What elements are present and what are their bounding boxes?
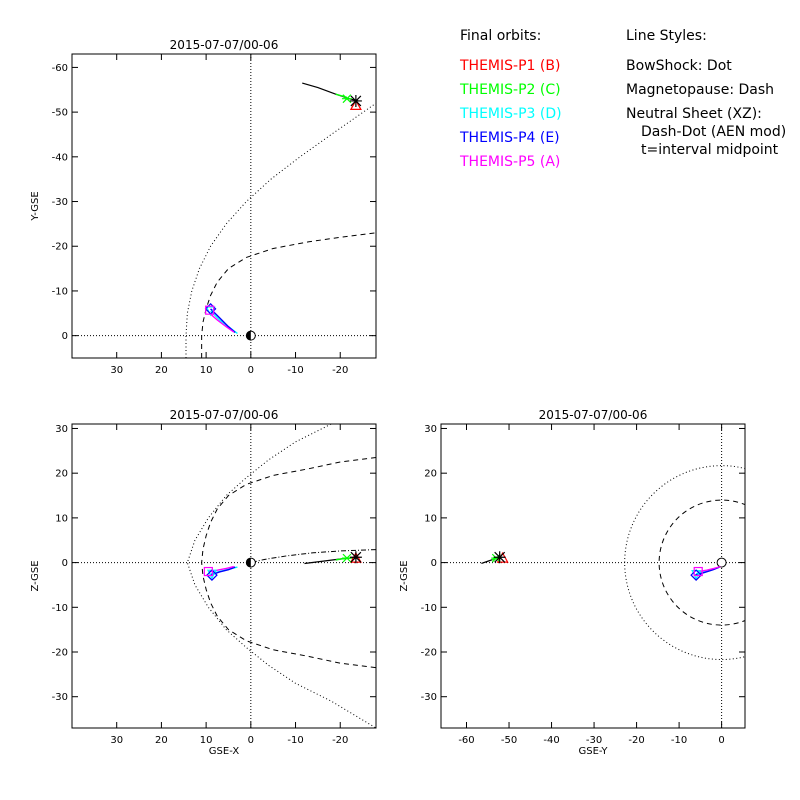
xz-p4-diamond-marker (206, 569, 218, 581)
xz-p2-asterisk-marker (341, 553, 352, 563)
xy-p2-asterisk-marker (341, 94, 352, 104)
legend-style-dash-dot: Dash-Dot (AEN mod) (641, 124, 786, 140)
yz-ylabel: Z-GSE (399, 560, 410, 591)
legend-probe-p1: THEMIS-P1 (B) (459, 58, 560, 74)
yz-plane-panel: 2015-07-07/00-06 -60 -50 -40 -30 -20 -10 0 -30 -2… (399, 408, 746, 757)
yz-xtick-label: -10 (671, 735, 687, 746)
xz-bowshock-line (186, 424, 376, 728)
xy-xtick-label: -20 (332, 365, 348, 376)
yz-xtick-label: 0 (718, 735, 724, 746)
xy-xtick-label: 0 (248, 365, 254, 376)
xy-xtick-label: 10 (200, 365, 213, 376)
xy-bowshock-line (185, 102, 376, 358)
xy-ytick-label: -60 (52, 63, 68, 74)
xz-plot-area (72, 424, 376, 728)
yz-p5-square-marker (693, 566, 703, 577)
yz-xtick-label: -20 (628, 735, 644, 746)
yz-title: 2015-07-07/00-06 (539, 408, 648, 422)
yz-ytick-label: -10 (421, 603, 437, 614)
xy-ytick-label: -50 (52, 108, 68, 119)
yz-ytick-label: 30 (424, 424, 437, 435)
xz-plane-panel: 2015-07-07/00-06 30 20 10 0 -10 -20 -30 -20 -10 0 1… (30, 408, 377, 757)
xz-xtick-label: 10 (200, 735, 213, 746)
xz-p5-square-marker (203, 566, 213, 577)
xy-orbit-p5 (209, 312, 235, 333)
yz-earth-icon (716, 557, 727, 568)
legend-probe-p3: THEMIS-P3 (D) (459, 106, 562, 122)
yz-xtick-label: -60 (458, 735, 474, 746)
xz-ylabel: Z-GSE (30, 560, 41, 591)
xy-earth-night-side (246, 331, 251, 341)
yz-xtick-label: -50 (501, 735, 517, 746)
legend-orbits-header: Final orbits: (460, 28, 541, 44)
legend-style-magnetopause: Magnetopause: Dash (626, 82, 774, 98)
legend-probe-p4: THEMIS-P4 (E) (459, 130, 560, 146)
xy-star-marker (349, 94, 362, 107)
xz-earth-night-side (246, 558, 251, 568)
xz-ytick-label: 10 (55, 513, 68, 524)
xz-ytick-label: -20 (52, 648, 68, 659)
xy-xtick-label: -10 (287, 365, 303, 376)
xz-xtick-label: -20 (332, 735, 348, 746)
legend: Final orbits: THEMIS-P1 (B) THEMIS-P2 (C… (459, 28, 786, 170)
xy-ytick-label: -40 (52, 152, 68, 163)
xz-magnetopause-line (201, 457, 376, 669)
legend-style-neutral-sheet: Neutral Sheet (XZ): (626, 106, 762, 122)
xy-magnetopause-line (201, 232, 376, 358)
legend-style-time: t=interval midpoint (641, 142, 779, 158)
xy-title: 2015-07-07/00-06 (170, 38, 279, 52)
yz-star-marker (493, 551, 506, 564)
yz-xlabel: GSE-Y (579, 746, 609, 757)
yz-plot-area (441, 424, 745, 728)
yz-frame (440, 423, 746, 729)
xz-xtick-label: -10 (287, 735, 303, 746)
xy-ytick-label: 0 (62, 331, 68, 342)
xz-frame (71, 423, 377, 729)
xy-xtick-label: 20 (155, 365, 168, 376)
xz-ytick-label: -30 (52, 692, 68, 703)
yz-xtick-label: -30 (586, 735, 602, 746)
xz-ytick-label: 30 (55, 424, 68, 435)
yz-ytick-label: 10 (424, 513, 437, 524)
xy-plot-area (72, 54, 376, 358)
xz-title: 2015-07-07/00-06 (170, 408, 279, 422)
xy-ytick-label: -10 (52, 286, 68, 297)
xz-ytick-label: 20 (55, 469, 68, 480)
legend-probe-p5: THEMIS-P5 (A) (459, 154, 560, 170)
legend-styles-header: Line Styles: (626, 28, 707, 44)
xy-orbit-p4 (210, 308, 236, 334)
xz-xtick-label: 30 (110, 735, 123, 746)
xz-xtick-label: 0 (248, 735, 254, 746)
xz-ytick-label: -10 (52, 603, 68, 614)
xy-plane-panel: 2015-07-07/00-06 30 20 10 0 -10 -20 -60 -50 -40 -3… (30, 38, 377, 376)
xy-ylabel: Y-GSE (30, 191, 41, 221)
yz-p4-diamond-marker (690, 569, 702, 581)
xz-xlabel: GSE-X (209, 746, 240, 757)
legend-probe-p2: THEMIS-P2 (C) (459, 82, 561, 98)
xy-ytick-label: -20 (52, 242, 68, 253)
legend-style-bowshock: BowShock: Dot (626, 58, 732, 74)
yz-ytick-label: -30 (421, 692, 437, 703)
yz-ytick-label: 0 (431, 558, 437, 569)
yz-ytick-label: 20 (424, 469, 437, 480)
xy-p5-square-marker (205, 305, 215, 315)
xy-p1-triangle-marker (349, 99, 362, 111)
yz-ytick-label: -20 (421, 648, 437, 659)
yz-xtick-label: -40 (543, 735, 559, 746)
xy-xtick-label: 30 (110, 365, 123, 376)
xz-star-marker (349, 551, 362, 564)
xz-xtick-label: 20 (155, 735, 168, 746)
xy-ytick-label: -30 (52, 197, 68, 208)
yz-bowshock-circle (624, 465, 745, 660)
xz-ytick-label: 0 (62, 558, 68, 569)
xz-neutral-sheet-line (250, 549, 376, 564)
xy-frame (71, 53, 377, 359)
